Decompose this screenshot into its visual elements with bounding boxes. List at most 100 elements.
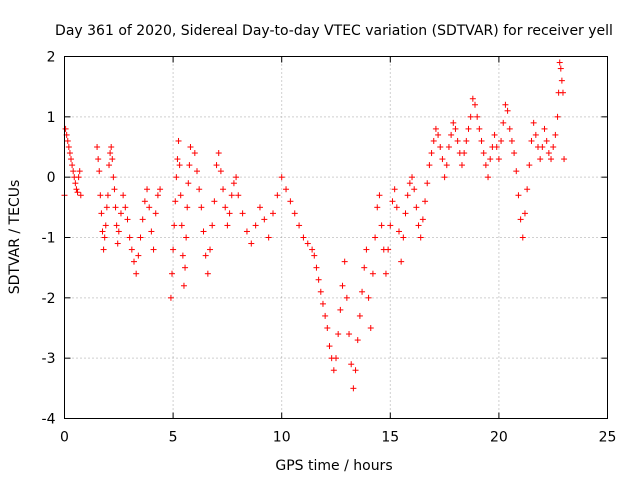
data-point (559, 89, 566, 96)
data-point (430, 137, 437, 144)
data-point (183, 234, 190, 241)
data-point (493, 144, 500, 150)
data-point (224, 222, 231, 229)
data-point (146, 204, 153, 211)
data-point (382, 270, 389, 277)
data-point (207, 246, 214, 253)
data-point (474, 113, 481, 120)
data-point (411, 186, 418, 193)
data-point (395, 228, 402, 235)
data-point (367, 325, 374, 331)
data-point (311, 252, 318, 259)
data-point (365, 294, 372, 301)
data-point (111, 186, 118, 193)
data-point (541, 125, 548, 132)
data-point (103, 204, 110, 211)
data-point (185, 180, 192, 187)
data-point (193, 168, 200, 175)
data-point (422, 198, 429, 205)
data-point (226, 210, 233, 217)
x-tick-label: 5 (169, 430, 178, 446)
data-point (369, 270, 376, 277)
data-point (248, 240, 255, 247)
data-point (261, 216, 268, 223)
data-points (61, 59, 568, 392)
data-point (448, 131, 455, 138)
data-point (109, 156, 116, 163)
data-point (472, 101, 479, 108)
y-tick-label: 1 (47, 110, 56, 126)
data-point (343, 294, 350, 301)
data-point (239, 210, 246, 217)
data-point (97, 192, 104, 199)
data-point (517, 216, 524, 223)
data-point (154, 192, 161, 199)
data-point (76, 168, 83, 175)
data-point (179, 252, 186, 259)
data-point (519, 234, 526, 241)
data-point (215, 150, 222, 157)
data-point (452, 125, 459, 132)
data-point (437, 144, 444, 150)
data-point (148, 228, 155, 235)
data-point (524, 186, 531, 193)
data-point (209, 222, 216, 229)
data-point (548, 156, 555, 163)
data-point (300, 234, 307, 241)
data-point (335, 331, 342, 338)
data-point (400, 234, 407, 241)
data-point (537, 156, 544, 163)
data-point (65, 144, 72, 150)
data-point (485, 174, 492, 181)
x-axis-title: GPS time / hours (275, 458, 392, 474)
data-point (120, 192, 127, 199)
data-point (508, 137, 515, 144)
data-point (361, 264, 368, 271)
data-point (511, 150, 518, 157)
data-point (124, 216, 131, 223)
data-point (75, 174, 82, 181)
data-point (554, 113, 561, 120)
data-point (526, 162, 533, 169)
x-tick-label: 15 (381, 430, 399, 446)
data-point (404, 192, 411, 199)
data-point (175, 137, 182, 144)
data-point (439, 156, 446, 163)
data-point (66, 150, 73, 157)
data-point (317, 288, 324, 295)
data-point (270, 210, 277, 217)
data-point (73, 186, 80, 193)
data-point (182, 264, 189, 271)
data-point (409, 174, 416, 181)
data-point (504, 107, 511, 114)
data-point (96, 168, 103, 175)
data-point (106, 162, 113, 169)
data-point (104, 192, 111, 199)
data-point (170, 246, 177, 253)
y-tick-label: -2 (42, 291, 56, 307)
data-point (256, 204, 263, 211)
data-point (296, 222, 303, 229)
data-point (291, 210, 298, 217)
data-point (180, 282, 187, 289)
data-point (131, 258, 138, 265)
data-point (198, 204, 205, 211)
data-point (72, 180, 79, 187)
data-point (230, 180, 237, 187)
axis-ticks (64, 56, 608, 419)
y-tick-label: -1 (42, 231, 56, 247)
data-point (391, 186, 398, 193)
data-point (502, 101, 509, 108)
data-point (313, 264, 320, 271)
data-point (324, 325, 331, 331)
data-point (107, 150, 114, 157)
x-tick-label: 20 (490, 430, 508, 446)
data-point (435, 131, 442, 138)
x-tick-label: 0 (60, 430, 69, 446)
data-point (177, 192, 184, 199)
data-point (406, 180, 413, 187)
y-tick-label: 2 (47, 50, 56, 66)
data-point (443, 162, 450, 169)
data-point (330, 367, 337, 374)
data-point (69, 162, 76, 169)
